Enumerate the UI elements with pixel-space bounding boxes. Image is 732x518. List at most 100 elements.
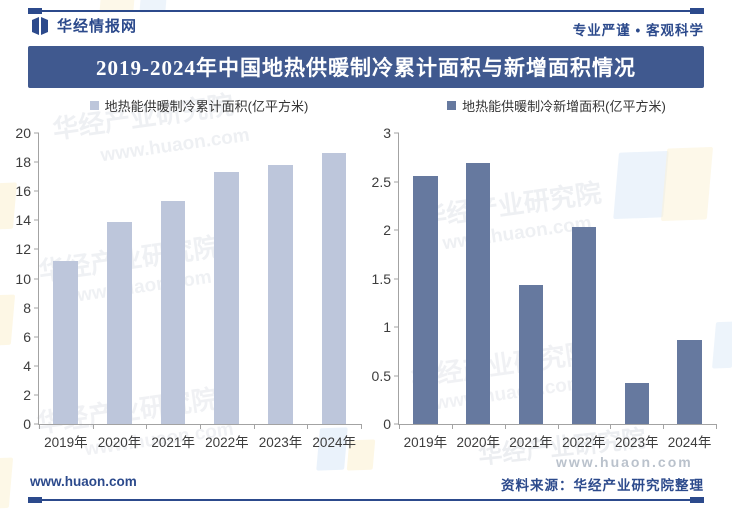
- header-slogan: 专业严谨 • 客观科学: [572, 23, 704, 38]
- brand-name: 华经情报网: [57, 18, 138, 35]
- y-tick-label: 2: [23, 386, 31, 403]
- y-tick-label: 12: [15, 241, 31, 258]
- x-tick-label: 2023年: [614, 435, 659, 450]
- bar-2019年: [413, 175, 438, 424]
- y-tick-label: 4: [23, 357, 31, 374]
- x-tick-label: 2020年: [456, 435, 501, 450]
- bar-2022年: [214, 171, 240, 424]
- x-tick-mark: [663, 424, 665, 429]
- x-tick-label: 2020年: [97, 435, 142, 450]
- bar-2020年: [107, 221, 132, 424]
- x-tick-mark: [399, 424, 400, 429]
- y-tick-label: 1.5: [371, 270, 391, 287]
- y-tick-mark: [34, 394, 39, 396]
- y-tick-mark: [34, 219, 39, 221]
- x-tick-mark: [146, 424, 148, 429]
- y-tick-label: 10: [15, 270, 31, 287]
- y-tick-mark: [34, 307, 39, 309]
- x-tick-mark: [716, 424, 717, 429]
- x-axis-labels: 2019年 2020年 2021年 2022年 2023年 2024年: [399, 431, 716, 451]
- y-tick-label: 8: [23, 299, 31, 316]
- y-tick-label: 6: [23, 328, 31, 345]
- y-tick-mark: [34, 248, 39, 250]
- footer-source: 资料来源：华经产业研究院整理: [501, 478, 704, 493]
- y-tick-label: 16: [15, 183, 31, 200]
- x-tick-mark: [504, 424, 506, 429]
- y-tick-label: 2.5: [371, 173, 391, 190]
- x-tick-mark: [451, 424, 453, 429]
- y-tick-mark: [34, 336, 39, 338]
- x-tick-mark: [557, 424, 559, 429]
- y-tick-mark: [394, 181, 399, 182]
- legend-marker-cumulative: [89, 100, 99, 110]
- y-tick-mark: [34, 278, 39, 279]
- y-tick-label: 20: [15, 125, 31, 141]
- y-tick-mark: [34, 423, 39, 425]
- bar-2020年: [466, 163, 491, 424]
- y-tick-mark: [394, 423, 399, 425]
- x-tick-mark: [361, 424, 362, 429]
- x-tick-label: 2022年: [562, 435, 606, 450]
- y-tick-mark: [34, 161, 39, 163]
- x-tick-label: 2024年: [667, 435, 712, 450]
- x-tick-label: 2021年: [151, 435, 195, 450]
- y-tick-label: 3: [383, 125, 391, 141]
- top-rule-left-cap: [28, 8, 42, 14]
- deco-yellow-shape: [0, 457, 14, 509]
- bar-2021年: [518, 285, 544, 424]
- bottom-rule-right-cap: [690, 497, 704, 503]
- legend-new: 地热能供暖制冷新增面积(亿平方米): [398, 95, 715, 115]
- top-rule: [28, 10, 704, 12]
- bar-2021年: [160, 201, 186, 424]
- huajing-book-logo-icon: [32, 16, 48, 35]
- y-tick-mark: [34, 365, 39, 367]
- footer-website: www.huaon.com: [30, 474, 137, 489]
- bottom-rule-left-cap: [28, 497, 42, 503]
- deco-yellow-shape: [0, 182, 17, 230]
- brand: 华经情报网: [30, 15, 137, 36]
- chart-new-area: 0 0.5 1 1.5 2 2.5 3 2019年 2020年 2021年 2022年 2023年 20…: [372, 126, 717, 450]
- deco-yellow-shape: [0, 294, 16, 346]
- x-tick-label: 2019年: [403, 435, 448, 450]
- bar-2024年: [321, 152, 347, 424]
- y-tick-mark: [394, 326, 399, 328]
- y-tick-mark: [394, 229, 399, 231]
- top-rule-right-cap: [690, 8, 704, 14]
- bar-2022年: [571, 227, 597, 424]
- x-tick-mark: [200, 424, 201, 429]
- y-tick-label: 0: [23, 416, 31, 432]
- y-tick-label: 0: [383, 416, 391, 432]
- watermark-text: www.huaon.com: [556, 454, 693, 470]
- x-tick-mark: [39, 424, 40, 429]
- y-tick-mark: [34, 190, 39, 192]
- y-tick-label: 14: [15, 212, 31, 229]
- bar-2023年: [624, 383, 649, 424]
- bar-2023年: [268, 165, 293, 424]
- chart-cumulative-area: 0 2 4 6 8 10 12 14 16 18 20 2019年 2020年 2021年 2022年 202…: [15, 126, 362, 450]
- title-bar: 2019-2024年中国地热供暖制冷累计面积与新增面积情况: [28, 46, 704, 88]
- bar-2024年: [677, 339, 702, 424]
- y-tick-mark: [394, 375, 399, 376]
- x-tick-label: 2021年: [509, 435, 553, 450]
- legend-cumulative: 地热能供暖制冷累计面积(亿平方米): [38, 95, 360, 115]
- legend-label-cumulative: 地热能供暖制冷累计面积(亿平方米): [104, 98, 309, 114]
- x-tick-mark: [253, 424, 255, 429]
- bar-2019年: [53, 261, 79, 424]
- legend-marker-new: [447, 100, 457, 110]
- legend-label-new: 地热能供暖制冷新增面积(亿平方米): [462, 98, 666, 114]
- x-tick-mark: [610, 424, 612, 429]
- x-tick-mark: [307, 424, 309, 429]
- x-tick-label: 2019年: [44, 435, 88, 450]
- y-tick-label: 1: [383, 319, 391, 335]
- x-tick-label: 2023年: [258, 435, 303, 450]
- y-tick-mark: [394, 278, 399, 279]
- y-tick-mark: [394, 132, 399, 134]
- y-tick-label: 2: [383, 222, 391, 238]
- x-tick-label: 2022年: [205, 435, 249, 450]
- y-tick-label: 0.5: [371, 367, 391, 384]
- y-tick-mark: [34, 132, 39, 134]
- page-title: 2019-2024年中国地热供暖制冷累计面积与新增面积情况: [96, 56, 636, 80]
- x-tick-label: 2024年: [312, 435, 356, 450]
- x-axis-labels: 2019年 2020年 2021年 2022年 2023年 2024年: [39, 431, 361, 451]
